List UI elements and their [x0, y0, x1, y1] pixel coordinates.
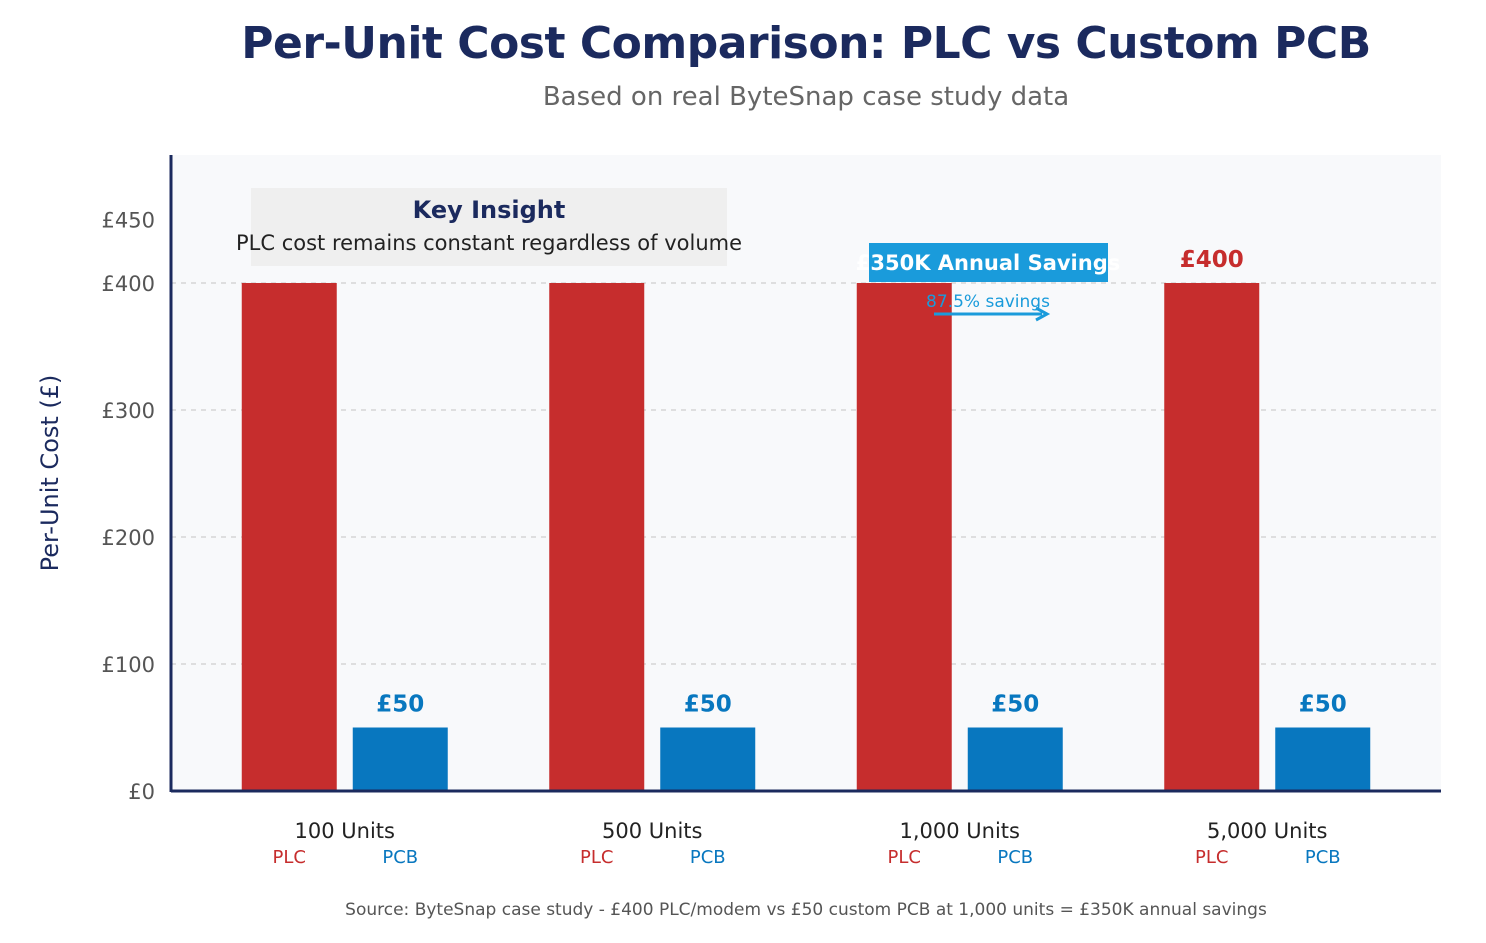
y-tick-label: £200: [102, 526, 155, 550]
savings-callout: £350K Annual Savings 87.5% savings: [856, 243, 1120, 322]
data-label-pcb: £50: [684, 692, 732, 718]
y-tick-label: £100: [102, 653, 155, 677]
category-label: 500 Units: [602, 819, 702, 843]
data-label-plc: £400: [1180, 247, 1244, 273]
bar-pcb: [660, 727, 756, 791]
savings-percent-text: 87.5% savings: [926, 292, 1050, 312]
savings-banner-text: £350K Annual Savings: [856, 251, 1120, 275]
series-label-plc: PLC: [580, 847, 613, 868]
bar-plc: [856, 283, 952, 791]
bar-pcb: [967, 727, 1063, 791]
x-category-labels: PLC PCB 100 Units PLC PCB 500 Units PLC PCB 1,00…: [273, 819, 1341, 868]
key-insight-title: Key Insight: [413, 196, 566, 224]
data-label-pcb: £50: [376, 692, 424, 718]
series-label-pcb: PCB: [382, 847, 418, 868]
key-insight-box: Key Insight PLC cost remains constant re…: [236, 188, 742, 266]
series-label-pcb: PCB: [690, 847, 726, 868]
category-label: 5,000 Units: [1207, 819, 1327, 843]
chart-title: Per-Unit Cost Comparison: PLC vs Custom …: [241, 18, 1371, 69]
series-label-plc: PLC: [273, 847, 306, 868]
bar-pcb: [352, 727, 448, 791]
y-axis-label: Per-Unit Cost (£): [36, 375, 64, 572]
series-label-pcb: PCB: [997, 847, 1033, 868]
series-label-pcb: PCB: [1305, 847, 1341, 868]
y-tick-label: £300: [102, 399, 155, 423]
source-note: Source: ByteSnap case study - £400 PLC/m…: [345, 900, 1267, 920]
gridlines: [171, 282, 1441, 665]
data-labels: £50 £50 £50 £50 £400: [376, 247, 1347, 718]
chart-subtitle: Based on real ByteSnap case study data: [542, 82, 1070, 112]
bar-plc: [549, 283, 645, 791]
savings-arrow-icon: [1035, 306, 1051, 322]
series-label-plc: PLC: [1195, 847, 1228, 868]
bars: [241, 283, 1371, 791]
bar-pcb: [1275, 727, 1371, 791]
data-label-pcb: £50: [1299, 692, 1347, 718]
y-tick-label: £0: [128, 780, 155, 804]
series-label-plc: PLC: [888, 847, 921, 868]
y-tick-label: £450: [102, 209, 155, 233]
data-label-pcb: £50: [991, 692, 1039, 718]
savings-banner-background: [869, 243, 1108, 282]
key-insight-text: PLC cost remains constant regardless of …: [236, 231, 742, 255]
category-label: 100 Units: [295, 819, 395, 843]
y-tick-labels: £0 £100 £200 £300 £400 £450: [102, 209, 155, 805]
bar-plc: [1164, 283, 1260, 791]
category-label: 1,000 Units: [900, 819, 1020, 843]
bar-plc: [241, 283, 337, 791]
y-tick-label: £400: [102, 272, 155, 296]
key-insight-background: [251, 188, 727, 266]
